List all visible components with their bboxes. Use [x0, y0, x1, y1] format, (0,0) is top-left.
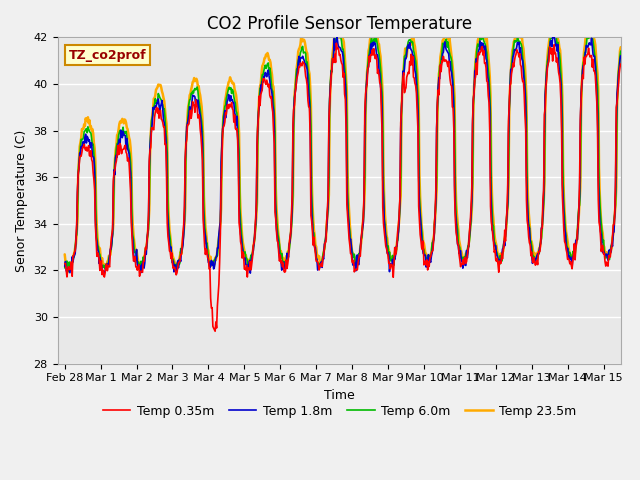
Temp 1.8m	[617, 53, 625, 59]
Temp 0.35m	[61, 261, 68, 266]
Temp 6.0m	[140, 254, 147, 260]
Temp 0.35m	[299, 59, 307, 65]
Temp 23.5m	[617, 44, 625, 50]
Temp 23.5m	[66, 266, 74, 272]
Line: Temp 6.0m: Temp 6.0m	[65, 37, 621, 272]
Title: CO2 Profile Sensor Temperature: CO2 Profile Sensor Temperature	[207, 15, 472, 33]
Y-axis label: Senor Temperature (C): Senor Temperature (C)	[15, 130, 28, 272]
Temp 0.35m	[475, 50, 483, 56]
Text: TZ_co2prof: TZ_co2prof	[69, 48, 147, 61]
Temp 23.5m	[140, 259, 147, 265]
Temp 23.5m	[461, 257, 469, 263]
Legend: Temp 0.35m, Temp 1.8m, Temp 6.0m, Temp 23.5m: Temp 0.35m, Temp 1.8m, Temp 6.0m, Temp 2…	[98, 400, 581, 423]
Temp 1.8m	[333, 35, 341, 40]
Temp 6.0m	[461, 255, 469, 261]
Temp 6.0m	[61, 265, 68, 271]
Temp 1.8m	[461, 262, 469, 268]
Temp 23.5m	[61, 252, 68, 257]
Temp 1.8m	[139, 264, 147, 269]
Temp 6.0m	[333, 35, 340, 40]
Temp 1.8m	[243, 271, 251, 276]
Temp 23.5m	[321, 245, 328, 251]
Temp 0.35m	[333, 40, 340, 46]
Temp 23.5m	[475, 35, 483, 41]
Temp 1.8m	[320, 256, 328, 262]
Temp 6.0m	[617, 48, 625, 54]
Temp 1.8m	[299, 53, 307, 59]
Temp 6.0m	[63, 258, 71, 264]
Temp 6.0m	[320, 249, 328, 254]
Temp 23.5m	[300, 36, 307, 42]
Temp 1.8m	[475, 48, 483, 54]
Temp 6.0m	[299, 44, 307, 49]
Temp 6.0m	[475, 43, 483, 49]
Temp 0.35m	[461, 254, 469, 260]
Temp 0.35m	[63, 274, 71, 280]
Temp 0.35m	[617, 61, 625, 67]
Line: Temp 1.8m: Temp 1.8m	[65, 37, 621, 274]
Temp 23.5m	[298, 35, 305, 40]
Temp 6.0m	[65, 269, 72, 275]
Temp 23.5m	[63, 260, 71, 266]
Temp 1.8m	[61, 264, 68, 269]
Temp 0.35m	[320, 252, 328, 258]
Temp 0.35m	[211, 328, 219, 334]
Temp 0.35m	[139, 269, 147, 275]
Line: Temp 23.5m: Temp 23.5m	[65, 37, 621, 269]
Temp 1.8m	[63, 269, 71, 275]
Line: Temp 0.35m: Temp 0.35m	[65, 43, 621, 331]
X-axis label: Time: Time	[324, 389, 355, 402]
